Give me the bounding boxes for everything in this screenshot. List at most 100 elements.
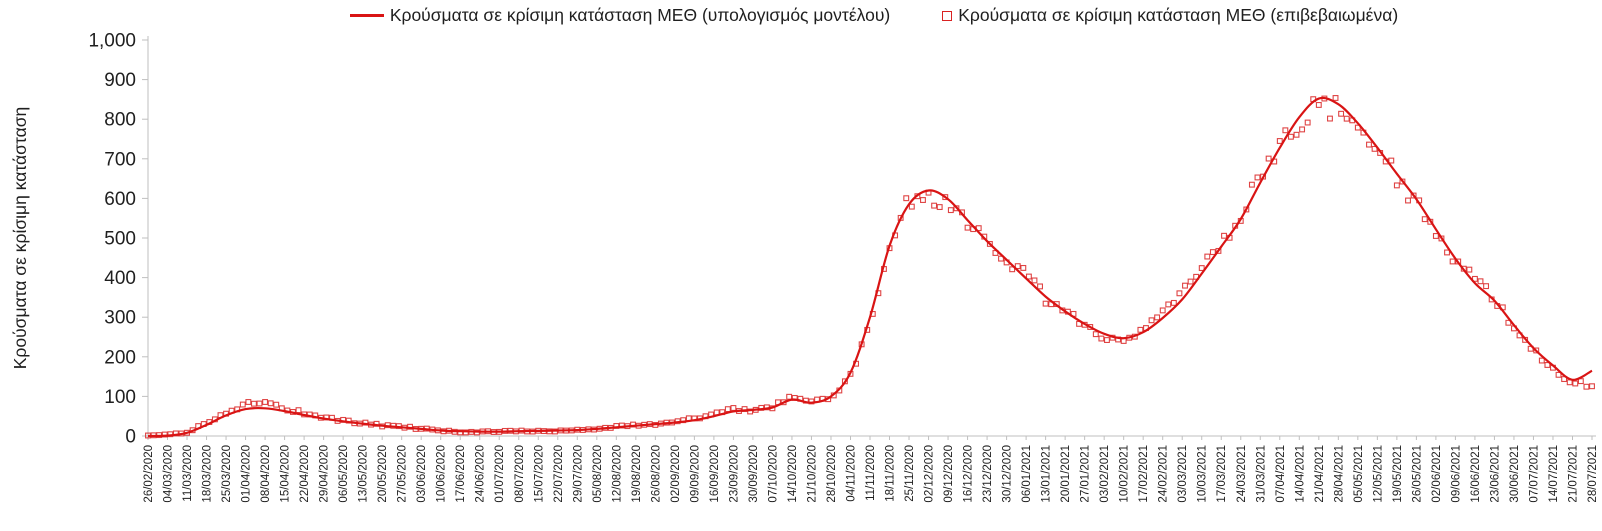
x-axis-label: 10/06/2020 <box>436 445 448 503</box>
x-axis-label: 10/02/2021 <box>1119 445 1131 503</box>
confirmed-point <box>1343 115 1350 122</box>
confirmed-point <box>1393 182 1400 189</box>
confirmed-point <box>1009 266 1016 273</box>
x-axis-label: 06/01/2021 <box>1021 445 1033 503</box>
x-axis-label: 19/05/2021 <box>1392 445 1404 503</box>
x-axis-label: 13/01/2021 <box>1041 445 1053 503</box>
confirmed-point <box>1483 283 1490 290</box>
confirmed-point <box>1432 233 1439 239</box>
legend-line-swatch <box>349 14 384 17</box>
confirmed-point <box>730 405 737 411</box>
confirmed-point <box>936 204 943 211</box>
confirmed-point <box>1533 347 1540 354</box>
x-axis-label: 07/04/2021 <box>1275 445 1287 503</box>
confirmed-point <box>1538 357 1545 364</box>
confirmed-point <box>942 194 949 201</box>
confirmed-point <box>931 202 938 209</box>
x-axis-label: 02/12/2020 <box>924 445 936 503</box>
confirmed-point <box>920 197 926 203</box>
x-axis-label: 09/06/2021 <box>1450 445 1462 503</box>
axis-labels-group: 0 100 200 300 400 500 600 700 800 900 1,000 26/02/2… <box>88 31 1599 503</box>
x-axis-label: 21/10/2020 <box>806 445 818 503</box>
chart-legend: Κρούσματα σε κρίσιμη κατάσταση ΜΕΘ (υπολ… <box>150 5 1598 26</box>
legend-label-confirmed: Κρούσματα σε κρίσιμη κατάσταση ΜΕΘ (επιβ… <box>958 5 1399 25</box>
axes-group <box>142 36 1596 440</box>
confirmed-point <box>1544 362 1551 368</box>
confirmed-point <box>1014 263 1021 270</box>
x-axis-label: 14/04/2021 <box>1294 445 1306 503</box>
confirmed-point <box>1037 283 1043 290</box>
x-axis-label: 08/04/2020 <box>260 445 272 503</box>
confirmed-point <box>1182 282 1188 289</box>
confirmed-point <box>457 429 464 436</box>
confirmed-point <box>1148 317 1155 324</box>
x-axis-label: 11/03/2020 <box>182 445 194 502</box>
x-axis-label: 27/05/2020 <box>397 445 409 503</box>
x-axis-label: 03/06/2020 <box>416 445 428 503</box>
x-axis-label: 24/06/2020 <box>475 445 487 503</box>
x-axis-label: 05/08/2020 <box>592 445 604 503</box>
confirmed-point <box>1254 174 1261 181</box>
x-axis-label: 14/10/2020 <box>787 445 799 503</box>
confirmed-point <box>1025 273 1032 280</box>
confirmed-point <box>1405 197 1411 204</box>
x-axis-label: 20/05/2020 <box>377 445 389 503</box>
confirmed-point <box>1170 299 1177 306</box>
x-axis-label: 03/03/2021 <box>1177 445 1189 503</box>
confirmed-point <box>1388 157 1395 164</box>
confirmed-point <box>1327 115 1333 122</box>
x-axis-label: 25/03/2020 <box>221 445 233 503</box>
confirmed-point <box>908 203 915 210</box>
x-axis-label: 15/07/2020 <box>533 445 545 503</box>
x-axis-label: 23/09/2020 <box>728 445 740 503</box>
x-axis-label: 30/09/2020 <box>748 445 760 503</box>
confirmed-point <box>1444 249 1450 256</box>
confirmed-point <box>1176 290 1183 297</box>
confirmed-point <box>1215 247 1222 254</box>
confirmed-point <box>1299 126 1306 133</box>
x-axis-label: 29/07/2020 <box>572 445 584 503</box>
x-axis-label: 21/07/2021 <box>1567 445 1579 503</box>
confirmed-point <box>1583 383 1590 390</box>
x-axis-label: 25/11/2020 <box>904 445 916 502</box>
legend-item-model: Κρούσματα σε κρίσιμη κατάσταση ΜΕΘ (υπολ… <box>349 5 891 26</box>
x-axis-label: 01/04/2020 <box>241 445 253 503</box>
x-axis-label: 18/03/2020 <box>202 445 214 503</box>
x-axis-label: 20/01/2021 <box>1060 445 1072 503</box>
x-axis-label: 11/11/2020 <box>865 445 877 501</box>
confirmed-point <box>1561 376 1568 383</box>
x-axis-label: 16/09/2020 <box>709 445 721 503</box>
x-axis-label: 13/05/2020 <box>358 445 370 503</box>
confirmed-point <box>724 406 731 413</box>
confirmed-point <box>1031 277 1038 284</box>
confirmed-point <box>245 399 252 405</box>
confirmed-point <box>1410 192 1417 199</box>
y-axis-label: 700 <box>104 149 136 170</box>
confirmed-point <box>1092 331 1099 338</box>
confirmed-point <box>1399 178 1406 185</box>
x-axis-label: 30/06/2021 <box>1509 445 1521 503</box>
x-axis-label: 12/08/2020 <box>611 445 623 503</box>
x-axis-label: 24/03/2021 <box>1236 445 1248 503</box>
confirmed-point <box>267 400 274 407</box>
x-axis-label: 16/12/2020 <box>963 445 975 503</box>
y-axis-label: 500 <box>104 229 136 250</box>
legend-label-model: Κρούσματα σε κρίσιμη κατάσταση ΜΕΘ (υπολ… <box>389 5 891 25</box>
confirmed-point <box>786 393 793 400</box>
x-axis-label: 22/07/2020 <box>553 445 565 503</box>
confirmed-point <box>1159 307 1166 314</box>
confirmed-point <box>1338 110 1345 117</box>
confirmed-point <box>239 401 246 408</box>
x-axis-label: 05/05/2021 <box>1353 445 1365 503</box>
confirmed-point <box>1304 119 1311 126</box>
x-axis-label: 15/04/2020 <box>280 445 292 503</box>
x-axis-label: 17/02/2021 <box>1138 445 1150 503</box>
x-axis-label: 31/03/2021 <box>1255 445 1267 503</box>
x-axis-label: 08/07/2020 <box>514 445 526 503</box>
confirmed-point <box>947 207 954 214</box>
x-axis-label: 09/12/2020 <box>943 445 955 503</box>
y-axis-label: 200 <box>104 347 136 368</box>
confirmed-point <box>1477 278 1484 285</box>
confirmed-point <box>1265 155 1272 162</box>
x-axis-label: 22/04/2020 <box>299 445 311 503</box>
